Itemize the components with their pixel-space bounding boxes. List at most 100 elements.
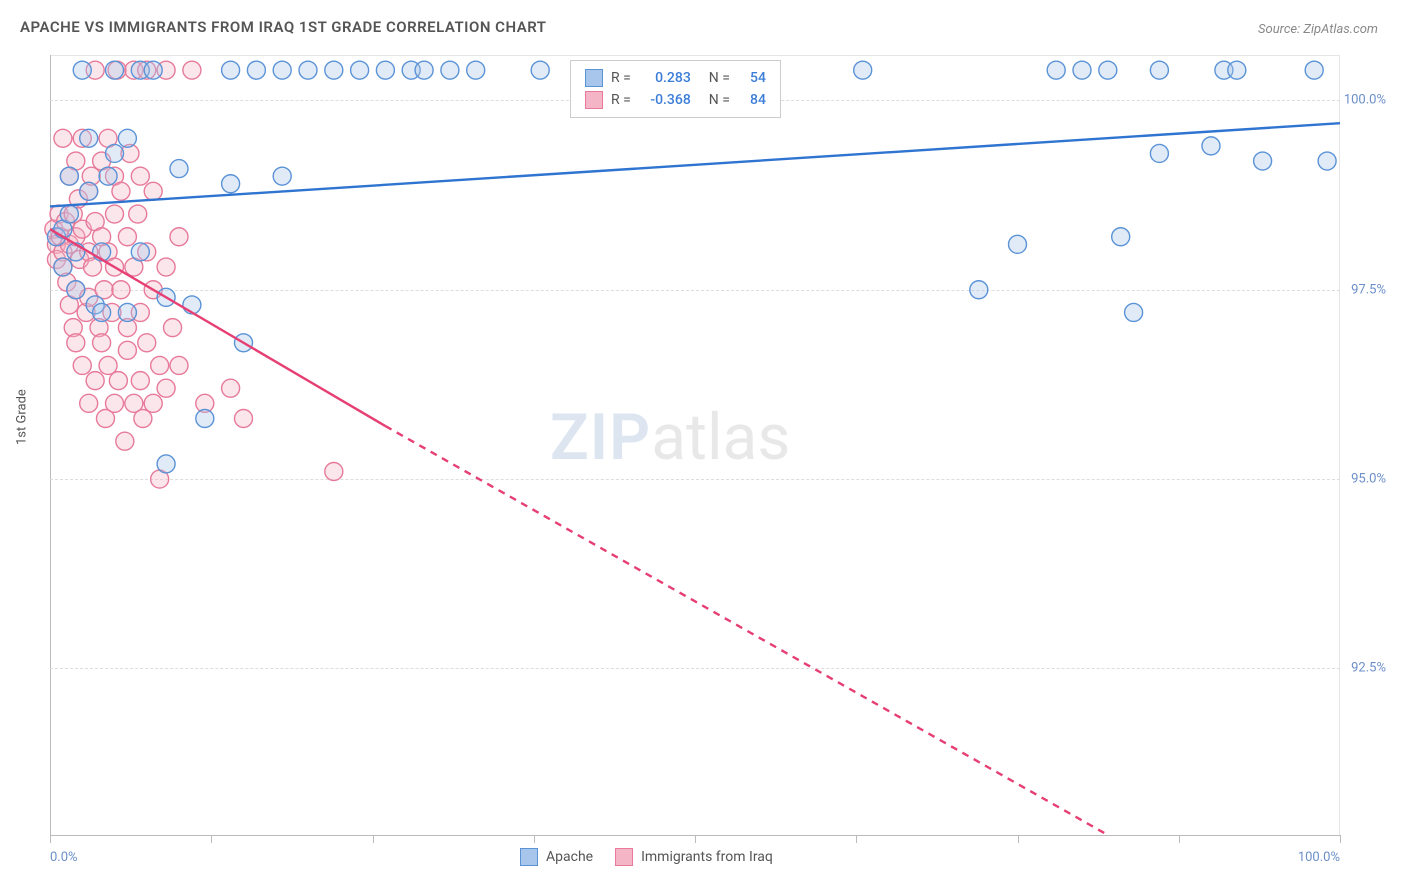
data-point [99, 167, 117, 185]
x-tick [856, 835, 857, 843]
data-point [1150, 144, 1168, 162]
x-tick [1018, 835, 1019, 843]
legend-swatch [615, 848, 633, 866]
data-point [170, 356, 188, 374]
legend-stat-row: R = -0.368 N = 84 [585, 89, 766, 111]
data-point [1202, 137, 1220, 155]
data-point [1099, 61, 1117, 79]
data-point [67, 334, 85, 352]
data-point [970, 281, 988, 299]
data-point [235, 409, 253, 427]
data-point [118, 228, 136, 246]
source-attribution: Source: ZipAtlas.com [1258, 22, 1378, 37]
data-point [106, 394, 124, 412]
x-tick [1340, 835, 1341, 843]
data-point [80, 394, 98, 412]
data-point [1305, 61, 1323, 79]
data-point [118, 303, 136, 321]
legend-series-label: Apache [546, 849, 593, 865]
data-point [222, 175, 240, 193]
y-tick-label: 97.5% [1351, 282, 1386, 297]
legend-series-item: Immigrants from Iraq [615, 848, 773, 866]
data-point [164, 319, 182, 337]
data-point [144, 61, 162, 79]
data-point [183, 61, 201, 79]
y-tick-label: 95.0% [1351, 472, 1386, 487]
legend-swatch [585, 69, 603, 87]
data-point [106, 205, 124, 223]
data-point [531, 61, 549, 79]
data-point [854, 61, 872, 79]
data-point [131, 167, 149, 185]
data-point [157, 455, 175, 473]
data-point [1125, 303, 1143, 321]
legend-r-value: -0.368 [639, 92, 691, 108]
data-point [157, 379, 175, 397]
data-point [93, 303, 111, 321]
x-tick [695, 835, 696, 843]
x-tick [211, 835, 212, 843]
data-point [170, 228, 188, 246]
data-point [80, 182, 98, 200]
data-point [376, 61, 394, 79]
legend-swatch [520, 848, 538, 866]
x-tick [373, 835, 374, 843]
data-point [325, 61, 343, 79]
data-point [60, 167, 78, 185]
legend-r-label: R = [611, 92, 631, 108]
chart-svg [50, 55, 1340, 835]
data-point [151, 356, 169, 374]
data-point [1254, 152, 1272, 170]
x-axis-label-min: 0.0% [50, 850, 78, 865]
data-point [138, 334, 156, 352]
data-point [60, 205, 78, 223]
legend-n-value: 84 [738, 92, 766, 108]
legend-n-label: N = [709, 92, 730, 108]
data-point [351, 61, 369, 79]
data-point [273, 167, 291, 185]
data-point [118, 341, 136, 359]
data-point [170, 160, 188, 178]
data-point [99, 356, 117, 374]
data-point [196, 409, 214, 427]
data-point [144, 182, 162, 200]
data-point [1318, 152, 1336, 170]
data-point [109, 372, 127, 390]
data-point [134, 409, 152, 427]
chart-title: APACHE VS IMMIGRANTS FROM IRAQ 1ST GRADE… [20, 18, 547, 36]
data-point [54, 258, 72, 276]
data-point [73, 61, 91, 79]
data-point [415, 61, 433, 79]
data-point [1073, 61, 1091, 79]
data-point [1009, 235, 1027, 253]
y-axis-title: 1st Grade [15, 389, 30, 445]
x-tick [50, 835, 51, 843]
x-tick [1179, 835, 1180, 843]
legend-series-label: Immigrants from Iraq [641, 849, 773, 865]
data-point [299, 61, 317, 79]
y-tick-label: 100.0% [1344, 93, 1386, 108]
data-point [106, 61, 124, 79]
data-point [1047, 61, 1065, 79]
data-point [441, 61, 459, 79]
data-point [157, 258, 175, 276]
data-point [112, 182, 130, 200]
data-point [80, 129, 98, 147]
legend-n-label: N = [709, 70, 730, 86]
data-point [106, 144, 124, 162]
data-point [116, 432, 134, 450]
data-point [131, 243, 149, 261]
legend-stats-box: R =0.283N =54R =-0.368N =84 [570, 60, 781, 118]
data-point [144, 394, 162, 412]
legend-r-label: R = [611, 70, 631, 86]
data-point [1228, 61, 1246, 79]
data-point [54, 129, 72, 147]
data-point [86, 372, 104, 390]
data-point [67, 281, 85, 299]
y-tick-label: 92.5% [1351, 661, 1386, 676]
data-point [222, 61, 240, 79]
data-point [131, 372, 149, 390]
data-point [1112, 228, 1130, 246]
data-point [1150, 61, 1168, 79]
legend-swatch [585, 91, 603, 109]
